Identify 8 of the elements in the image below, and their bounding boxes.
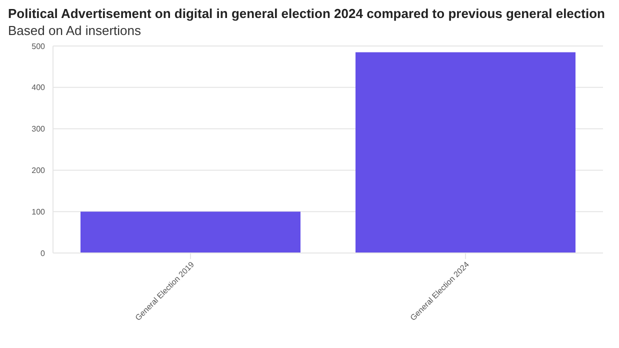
chart-subtitle: Based on Ad insertions (8, 23, 142, 38)
y-tick-label: 0 (40, 248, 46, 258)
chart-title: Political Advertisement on digital in general election 2024 compared to previous general election (8, 6, 606, 21)
y-tick-label: 400 (32, 83, 46, 92)
y-tick-label: 100 (32, 207, 46, 216)
y-tick-label: 300 (32, 124, 46, 134)
y-tick-label: 500 (32, 42, 46, 51)
y-tick-label: 200 (32, 166, 46, 176)
